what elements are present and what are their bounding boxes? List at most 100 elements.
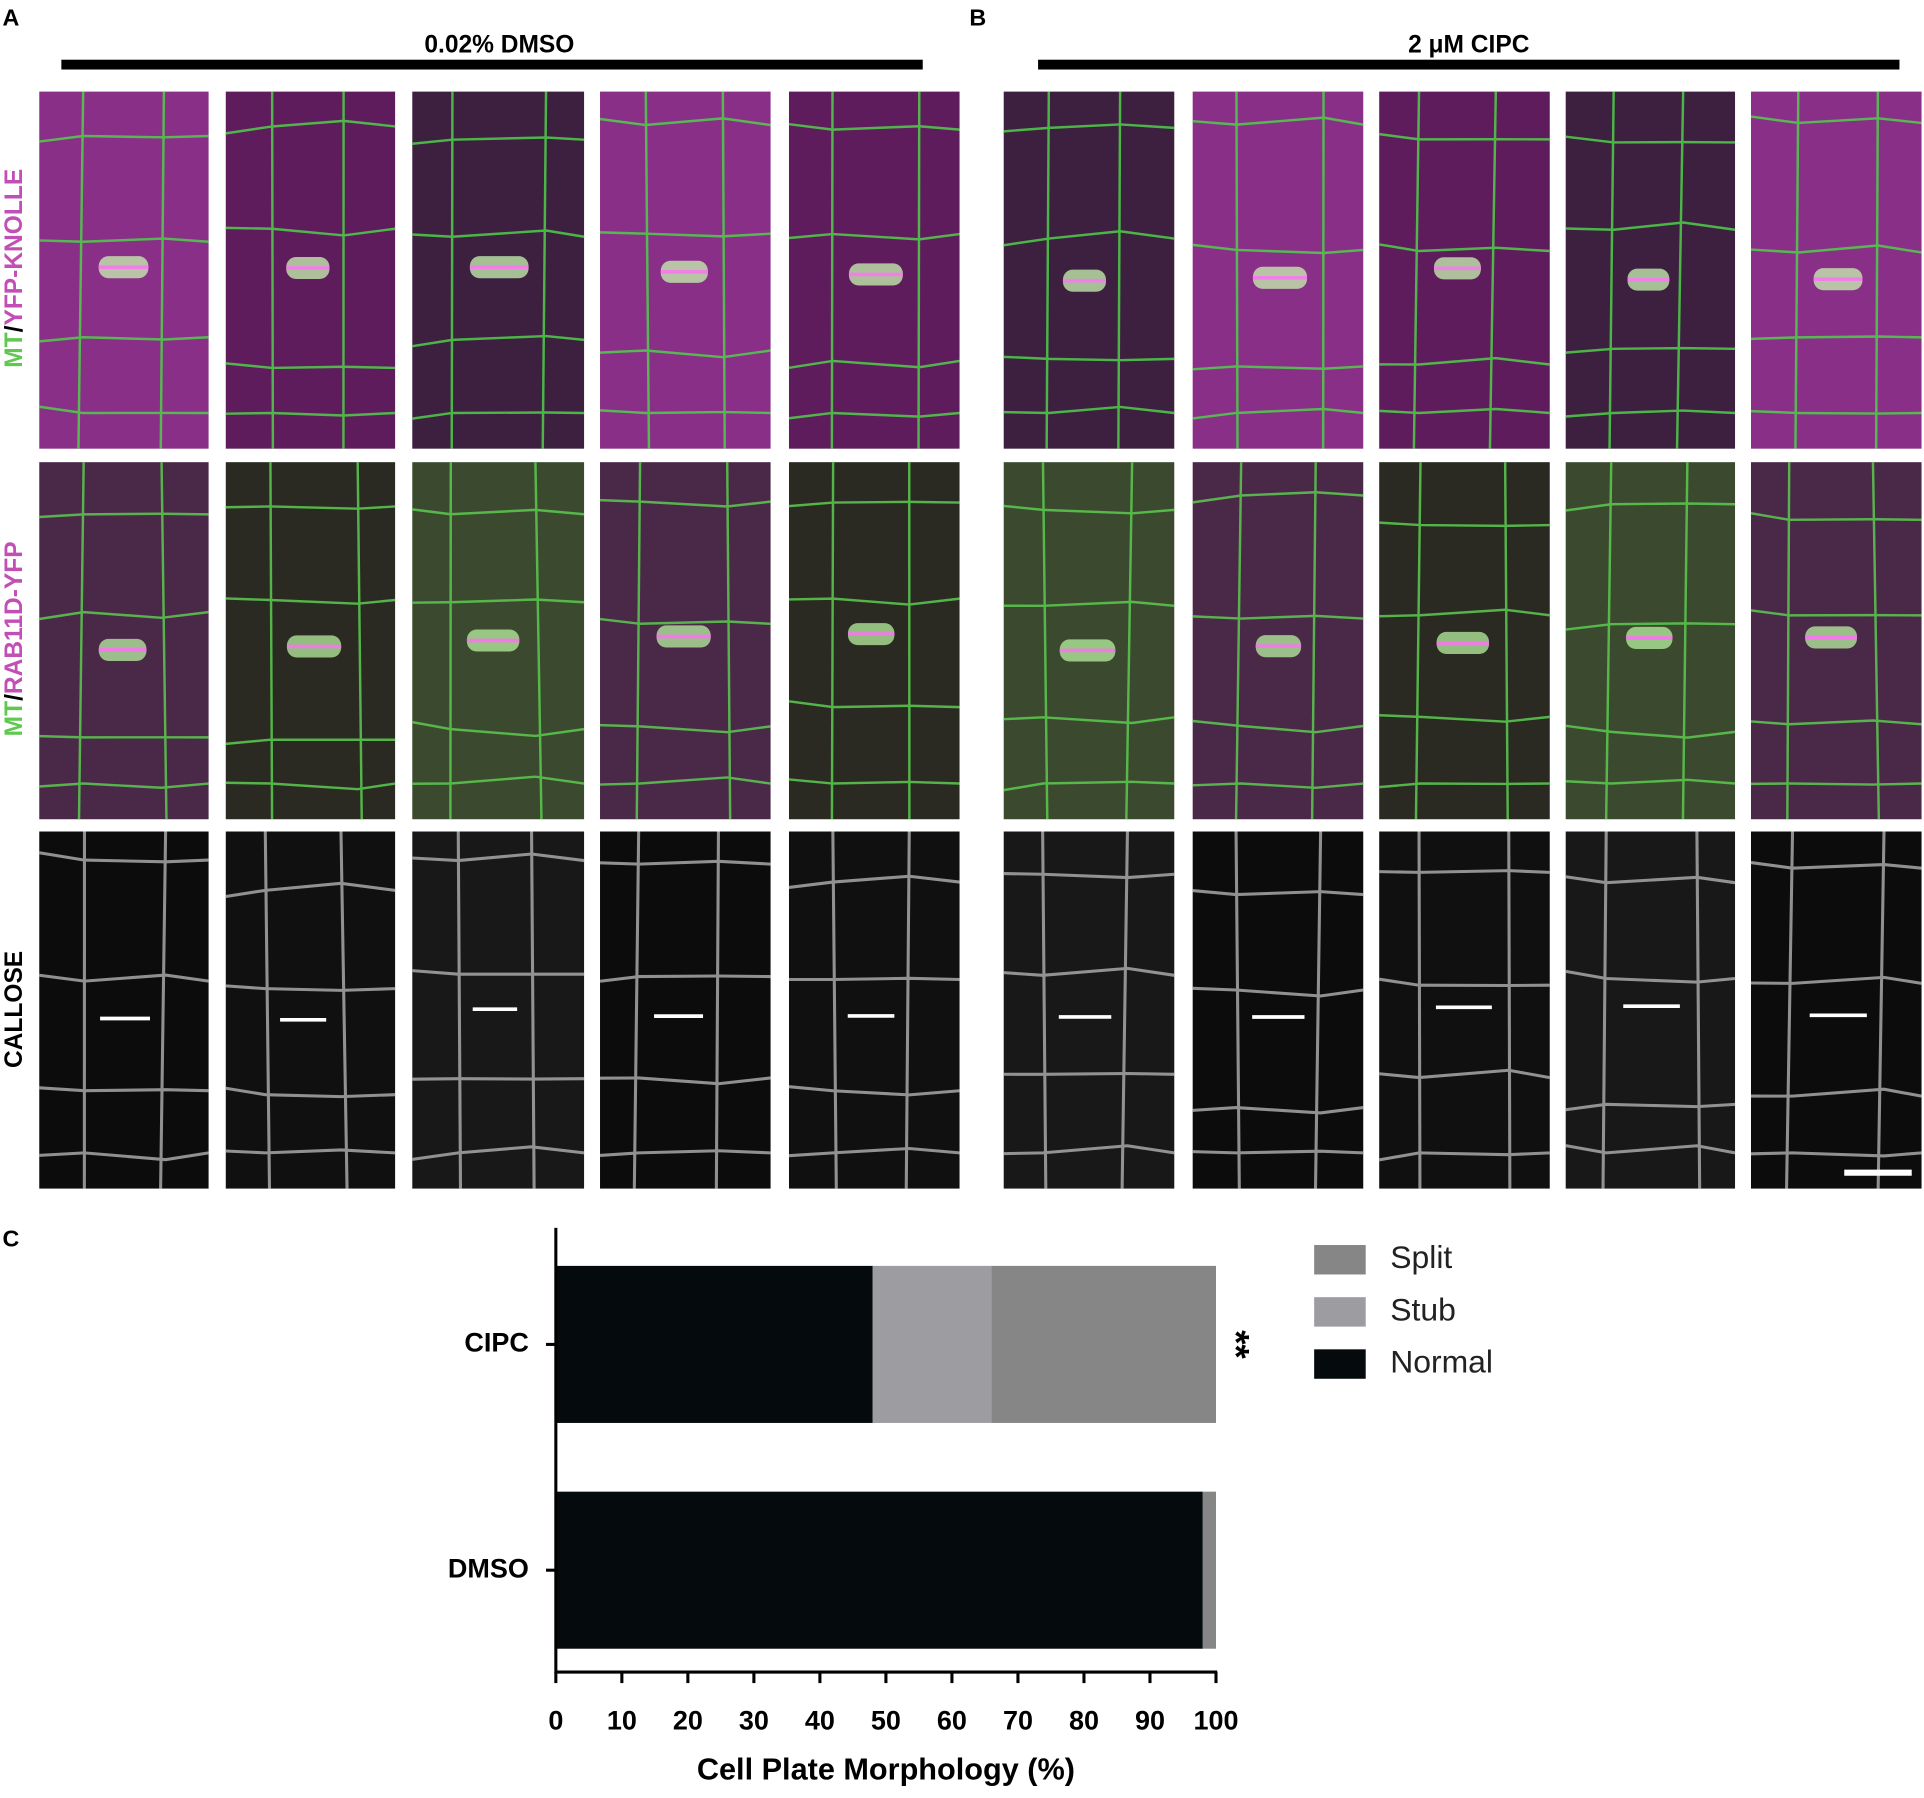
cell-wall [39, 512, 209, 519]
legend-swatch [1314, 1245, 1366, 1275]
cell-wall [1565, 135, 1736, 144]
cell-wall [1125, 462, 1134, 820]
cell-wall [1192, 243, 1364, 255]
cell-wall [599, 776, 771, 786]
cell-walls [225, 831, 396, 1189]
cell-wall [788, 122, 960, 131]
x-tick-label: 30 [739, 1705, 769, 1735]
cell-wall [39, 1151, 209, 1162]
cell-walls [599, 831, 771, 1189]
cell-wall [635, 462, 642, 820]
cell-wall [1378, 977, 1550, 988]
cell-wall [1750, 609, 1922, 617]
cell-wall [1379, 132, 1550, 141]
cell-wall [225, 1148, 396, 1155]
cell-wall [39, 973, 209, 983]
cell-walls [1565, 462, 1736, 820]
cell-wall [412, 852, 585, 863]
cell-wall [1750, 1151, 1922, 1158]
cell-wall [599, 617, 771, 626]
cell-walls [1378, 831, 1551, 1189]
cell-wall [788, 232, 960, 241]
cell-wall [1192, 407, 1364, 420]
label-part: / [1, 694, 28, 701]
cell-wall [1003, 230, 1175, 247]
cell-wall [225, 226, 396, 237]
cell-walls [788, 91, 960, 449]
label-part: YFP-KNOLLE [1, 169, 28, 326]
cell-walls [39, 831, 209, 1189]
cell-wall [225, 119, 396, 135]
cell-wall [412, 720, 585, 738]
cell-wall [39, 851, 209, 864]
cell-walls [1192, 91, 1364, 449]
cell-wall [788, 359, 960, 370]
bar-segment [872, 1265, 992, 1423]
cell-walls [1003, 462, 1175, 820]
cell-walls [412, 91, 585, 449]
cell-wall [788, 597, 960, 606]
cell-wall [599, 974, 771, 983]
micrograph [1750, 831, 1922, 1189]
cell-wall [599, 1149, 771, 1157]
row-label: CALLOSE [1, 951, 28, 1068]
cell-wall [1565, 1144, 1736, 1155]
label-part: MT [1, 332, 28, 367]
cell-wall [1003, 1071, 1175, 1076]
cell-wall [599, 409, 771, 415]
chart: ******CIPCDMSO0102030405060708090100Cell… [448, 1227, 1493, 1787]
cell-wall [1117, 91, 1122, 449]
cell-wall [1565, 1102, 1736, 1112]
cell-wall [1192, 490, 1364, 504]
x-axis-label: Cell Plate Morphology (%) [697, 1753, 1075, 1787]
micrograph [1003, 831, 1175, 1189]
cell-wall [632, 831, 641, 1189]
cell-walls [599, 91, 771, 449]
row-label: MT/YFP-KNOLLE [1, 169, 28, 368]
label-part: MT [1, 701, 28, 736]
cell-wall [450, 91, 454, 449]
cell-walls [1750, 462, 1922, 820]
cell-wall [1488, 91, 1498, 449]
cell-wall [456, 831, 463, 1189]
cell-wall [1234, 831, 1241, 1189]
micrographs [39, 91, 1922, 1189]
cell-wall [412, 136, 585, 145]
cell-wall [225, 984, 396, 992]
micrograph [1379, 831, 1550, 1189]
cell-wall [1750, 512, 1922, 522]
cell-wall [1565, 221, 1736, 231]
cell-walls [1003, 91, 1175, 449]
cell-walls [39, 462, 209, 820]
bar-segment [991, 1265, 1216, 1423]
cell-wall [1003, 780, 1175, 792]
cell-wall [1507, 831, 1512, 1189]
cell-wall [77, 91, 85, 449]
cell-wall [1192, 719, 1364, 734]
cell-wall [1041, 462, 1049, 820]
cell-walls [1378, 91, 1550, 449]
cell-wall [39, 734, 209, 739]
cell-wall [599, 859, 771, 866]
x-tick-label: 40 [805, 1705, 835, 1735]
cell-wall [269, 462, 274, 820]
cell-wall [1681, 462, 1689, 820]
cell-walls [1750, 831, 1922, 1189]
treatment-bar [61, 59, 923, 70]
cell-wall [1379, 608, 1550, 618]
cell-wall [1871, 462, 1881, 820]
cell-wall [1041, 831, 1048, 1189]
cell-wall [1565, 778, 1736, 785]
cell-wall [725, 462, 732, 820]
cell-wall [831, 831, 838, 1189]
cell-wall [39, 782, 209, 789]
cell-wall [225, 781, 396, 791]
cell-wall [1003, 716, 1175, 725]
cell-wall [1120, 831, 1129, 1189]
cell-wall [600, 1076, 771, 1086]
cell-wall [1565, 724, 1736, 739]
cell-wall [788, 874, 960, 889]
cell-wall [1192, 116, 1364, 126]
cell-wall [1003, 405, 1175, 415]
cell-wall [599, 117, 771, 127]
